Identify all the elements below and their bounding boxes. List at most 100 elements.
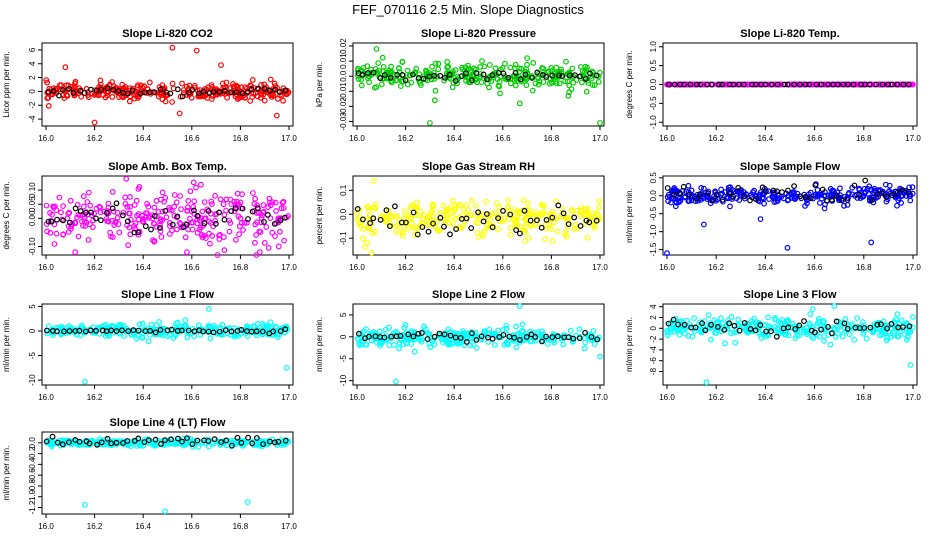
data-point — [732, 339, 739, 346]
data-point — [441, 77, 448, 84]
data-point — [821, 192, 828, 199]
data-point — [54, 328, 60, 335]
outlier-point — [244, 499, 251, 506]
data-point — [184, 204, 191, 211]
data-point — [768, 328, 774, 335]
data-point — [45, 218, 52, 225]
data-point — [479, 58, 485, 64]
data-point — [61, 328, 67, 335]
data-point — [65, 439, 72, 446]
y-tick-label: 0.0 — [649, 78, 658, 90]
x-tick-label: 16.8 — [856, 263, 872, 272]
data-point — [162, 98, 169, 105]
data-point — [264, 211, 271, 218]
data-point — [582, 339, 589, 346]
x-tick-label: 16.0 — [38, 263, 54, 272]
data-point — [593, 72, 600, 79]
data-point — [358, 219, 365, 226]
outlier-point — [81, 501, 88, 508]
data-point — [179, 80, 185, 87]
data-point — [374, 68, 380, 75]
data-point — [785, 324, 792, 331]
data-point — [157, 222, 163, 228]
data-point — [263, 224, 270, 231]
data-point — [764, 331, 771, 338]
panel-6: Slope Sample Flow 16.0 16.2 16.4 16.6 16.8 17.… — [625, 161, 921, 272]
data-point — [860, 330, 867, 337]
data-point — [82, 209, 89, 216]
data-point — [84, 199, 91, 205]
data-point — [480, 71, 487, 78]
data-point — [480, 218, 487, 225]
data-point — [221, 211, 228, 218]
data-point — [377, 214, 384, 221]
data-point — [807, 189, 814, 196]
data-point — [907, 328, 914, 335]
data-point — [272, 233, 278, 240]
data-point — [171, 192, 178, 198]
data-point — [698, 184, 705, 191]
data-point — [895, 333, 902, 340]
data-point — [188, 219, 195, 226]
data-point — [885, 81, 892, 88]
data-point — [831, 192, 838, 199]
outlier-point — [371, 177, 377, 184]
outlier-point — [664, 250, 670, 257]
data-point — [859, 319, 866, 326]
data-point — [440, 202, 447, 209]
data-point — [405, 331, 412, 338]
data-point — [412, 231, 419, 238]
data-point — [167, 90, 174, 97]
data-point — [115, 221, 122, 228]
data-point — [271, 80, 278, 87]
data-point — [728, 330, 734, 337]
data-point — [460, 328, 467, 335]
series-reference — [354, 202, 600, 238]
x-tick-label: 16.2 — [708, 134, 724, 143]
data-point — [387, 223, 393, 230]
data-point — [432, 60, 439, 67]
data-point — [800, 329, 807, 336]
data-point — [548, 64, 555, 71]
data-point — [512, 82, 519, 89]
x-tick-label: 16.8 — [856, 134, 872, 143]
series-reference — [665, 316, 913, 340]
data-point — [534, 217, 540, 224]
data-point — [260, 441, 267, 448]
data-point — [862, 177, 869, 184]
panel-title: Slope Line 2 Flow — [432, 289, 525, 301]
data-point — [460, 206, 467, 213]
data-point — [719, 196, 726, 203]
data-point — [72, 220, 79, 227]
x-tick-label: 16.8 — [544, 263, 560, 272]
data-point — [761, 200, 767, 207]
data-point — [425, 228, 432, 235]
data-point — [392, 203, 398, 210]
data-point — [818, 81, 825, 88]
data-point — [97, 209, 104, 216]
data-point — [259, 328, 266, 335]
data-point — [153, 197, 160, 204]
data-point — [404, 67, 411, 74]
data-point — [819, 186, 826, 193]
data-point — [560, 210, 567, 217]
data-point — [753, 195, 759, 202]
data-point — [382, 72, 388, 78]
data-point — [728, 314, 735, 320]
data-point — [364, 239, 371, 246]
data-point — [356, 342, 363, 349]
data-point — [260, 202, 267, 209]
data-point — [157, 216, 164, 223]
data-point — [238, 439, 245, 446]
data-point — [45, 94, 52, 101]
data-point — [861, 327, 868, 334]
data-point — [177, 193, 184, 199]
data-point — [265, 204, 272, 211]
data-point — [171, 212, 178, 219]
data-point — [190, 203, 197, 210]
data-point — [584, 234, 591, 241]
data-point — [179, 93, 186, 100]
data-point — [199, 208, 206, 215]
y-axis-label: ml/min per min. — [2, 446, 11, 501]
x-tick-label: 16.8 — [544, 134, 560, 143]
